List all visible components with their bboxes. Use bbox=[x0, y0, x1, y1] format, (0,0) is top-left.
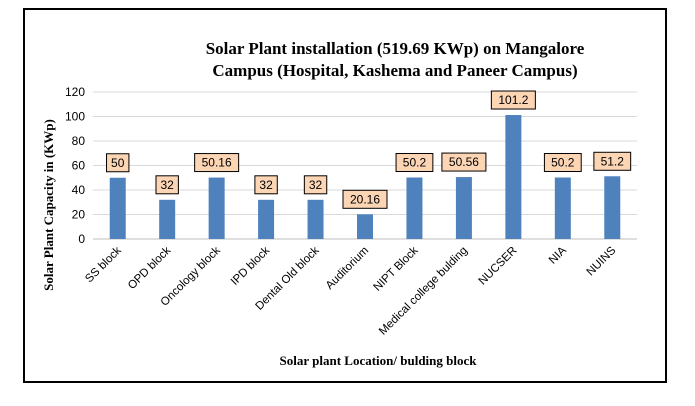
x-category-label: Auditorium bbox=[324, 245, 371, 292]
chart-frame: 0 20 40 60 80 100 120 50 32 50.16 32 32 20.16 50.2 50… bbox=[23, 8, 667, 383]
data-label: 101.2 bbox=[498, 93, 528, 107]
data-label-box bbox=[303, 175, 328, 195]
bar bbox=[159, 199, 176, 239]
data-label-box bbox=[254, 175, 278, 195]
chart-title-line-1: Solar Plant installation (519.69 KWp) on… bbox=[206, 39, 585, 58]
y-tick-label: 80 bbox=[72, 134, 86, 148]
chart-title-line-2: Campus (Hospital, Kashema and Paneer Cam… bbox=[212, 61, 577, 80]
data-label-box bbox=[395, 153, 434, 173]
data-label-box bbox=[155, 175, 179, 195]
y-axis-ticks: 0 20 40 60 80 100 120 bbox=[65, 85, 85, 246]
bar bbox=[307, 199, 324, 239]
x-category-label: NIA bbox=[547, 244, 569, 266]
x-category-label: NUCSER bbox=[477, 245, 520, 288]
data-label: 32 bbox=[309, 178, 323, 192]
bar bbox=[505, 115, 522, 239]
x-category-label: SS block bbox=[83, 244, 124, 285]
data-label-box bbox=[543, 153, 582, 173]
x-axis-title: Solar plant Location/ bulding block bbox=[280, 353, 478, 368]
data-label: 50.2 bbox=[551, 156, 575, 170]
data-label: 50 bbox=[111, 156, 125, 170]
data-label: 20.16 bbox=[350, 192, 380, 206]
data-label: 50.2 bbox=[403, 156, 427, 170]
y-tick-label: 60 bbox=[72, 159, 86, 173]
bars bbox=[109, 115, 621, 239]
bar bbox=[554, 177, 571, 239]
data-label: 32 bbox=[259, 178, 273, 192]
data-label: 51.2 bbox=[601, 154, 625, 168]
data-label-box bbox=[106, 153, 130, 173]
x-category-label: OPD block bbox=[126, 244, 174, 292]
bar bbox=[406, 177, 423, 239]
data-label-box bbox=[593, 151, 632, 171]
bar bbox=[208, 177, 225, 239]
data-label: 32 bbox=[161, 178, 175, 192]
bar bbox=[604, 176, 621, 239]
bar bbox=[109, 177, 126, 239]
y-tick-label: 100 bbox=[65, 110, 85, 124]
x-category-label: NUINS bbox=[585, 244, 619, 278]
bar bbox=[455, 177, 472, 239]
x-category-label: NIPT Block bbox=[372, 244, 421, 293]
bar bbox=[258, 199, 275, 239]
data-label-box bbox=[342, 189, 388, 209]
y-tick-label: 40 bbox=[72, 183, 86, 197]
y-tick-label: 20 bbox=[72, 208, 86, 222]
y-tick-label: 120 bbox=[65, 85, 85, 99]
data-label: 50.56 bbox=[449, 155, 479, 169]
x-category-label: IPD block bbox=[229, 244, 272, 287]
data-label: 50.16 bbox=[202, 156, 232, 170]
data-label-box bbox=[490, 90, 536, 110]
x-category-label: Medical college bulding bbox=[377, 245, 470, 338]
data-labels: 50 32 50.16 32 32 20.16 50.2 50.56 101.2 50.2 51.2 bbox=[106, 90, 632, 209]
y-tick-label: 0 bbox=[78, 232, 85, 246]
data-label-box bbox=[441, 152, 487, 172]
data-label-box bbox=[194, 153, 240, 173]
y-axis-title: Solar Plant Capacity in (KWp) bbox=[41, 119, 56, 291]
bar bbox=[357, 214, 373, 239]
